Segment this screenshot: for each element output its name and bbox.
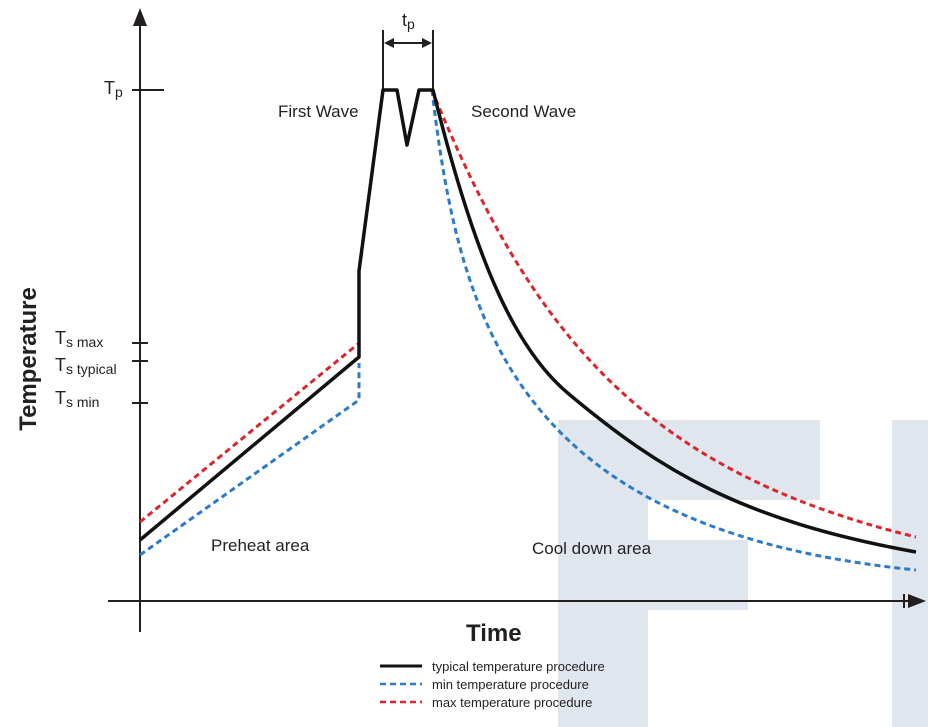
legend-swatch-min — [380, 682, 422, 686]
axes — [108, 8, 926, 632]
legend: typical temperature procedure min temper… — [378, 657, 605, 711]
preheat-area-label: Preheat area — [211, 536, 310, 555]
tick-label-ts-typical: Ts typical — [55, 355, 117, 377]
legend-label-min: min temperature procedure — [432, 676, 589, 692]
y-axis-title: Temperature — [14, 287, 42, 431]
tp-dimension-label: tp — [402, 10, 415, 32]
tick-label-ts-min: Ts min — [55, 388, 100, 410]
x-axis-title: Time — [466, 620, 522, 647]
watermark-letters — [558, 420, 928, 727]
cooldown-area-label: Cool down area — [532, 539, 652, 558]
x-axis-arrowhead — [908, 594, 926, 608]
legend-swatch-typical — [380, 664, 422, 668]
y-axis-arrowhead — [133, 8, 147, 26]
second-wave-label: Second Wave — [471, 102, 577, 121]
tick-label-ts-max: Ts max — [55, 328, 104, 350]
legend-item-typical: typical temperature procedure — [378, 657, 605, 675]
typical-temperature-curve — [138, 88, 917, 554]
max-temperature-curve — [139, 89, 917, 539]
tick-label-tp: Tp — [104, 78, 123, 100]
legend-swatch-max — [380, 700, 422, 704]
legend-item-min: min temperature procedure — [378, 675, 605, 693]
first-wave-label: First Wave — [278, 102, 359, 121]
tp-dimension-marker — [382, 30, 434, 90]
legend-label-max: max temperature procedure — [432, 694, 593, 710]
legend-item-max: max temperature procedure — [378, 693, 605, 711]
min-temperature-curve — [139, 89, 917, 572]
legend-label-typical: typical temperature procedure — [432, 658, 605, 674]
